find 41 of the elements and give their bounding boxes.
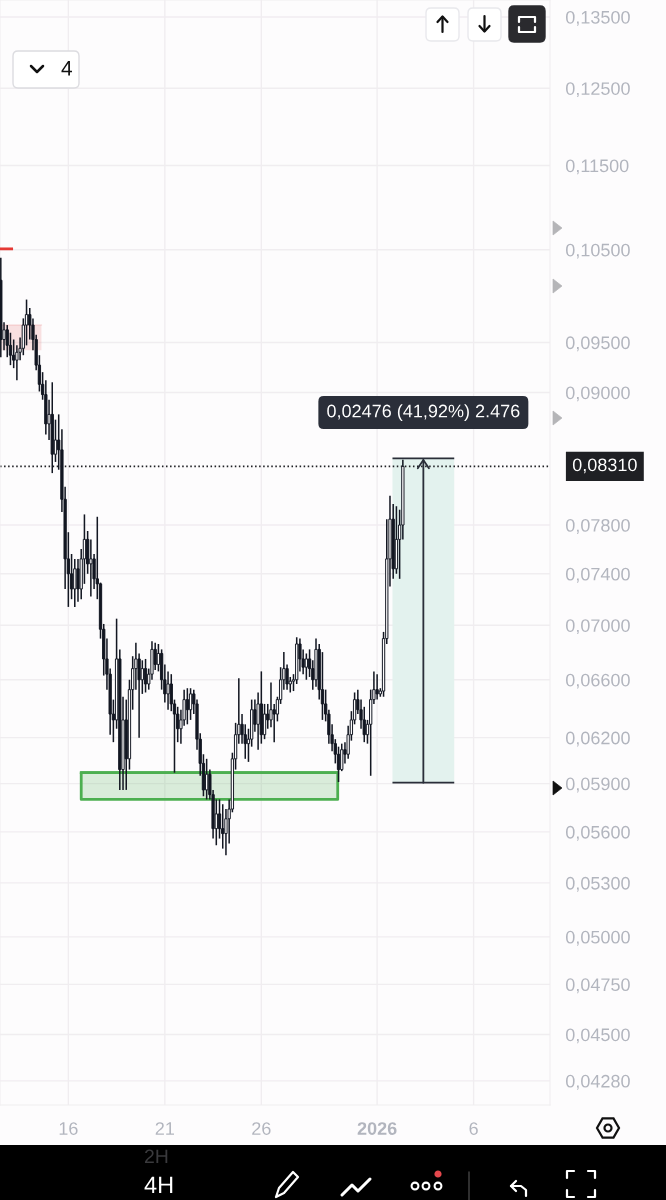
x-tick-label: 6 [469, 1122, 478, 1135]
y-tick-label: 0,05000 [565, 930, 630, 946]
candlestick [143, 658, 148, 694]
y-tick-label: 0,10500 [565, 243, 630, 259]
y-tick-label: 0,04750 [565, 978, 630, 994]
text: 2H [144, 1149, 168, 1164]
y-tick-label: 0,04500 [565, 1028, 630, 1044]
y-tick-label: 0,05900 [565, 777, 630, 793]
candlestick [256, 691, 260, 751]
candlestick [205, 758, 209, 801]
ref-line-label: 0,08310 [572, 458, 637, 474]
y-tick-label: 0,11500 [565, 159, 629, 175]
y-tick-label: 0,07800 [565, 518, 630, 534]
y-tick-label: 0,12500 [565, 82, 630, 98]
candlestick [221, 803, 225, 850]
candlestick [214, 798, 218, 847]
y-tick-label: 0,09000 [565, 386, 630, 402]
candlestick [185, 687, 189, 726]
x-tick-label: 26 [252, 1122, 271, 1135]
y-tick-label: 0,05300 [565, 876, 630, 892]
y-tick-label: 0,13500 [565, 10, 630, 26]
candlestick [262, 703, 267, 740]
annotation: 4 [61, 61, 72, 76]
text: 4H [144, 1176, 173, 1194]
y-tick-label: 0,04280 [565, 1074, 630, 1090]
y-tick-label: 0,07000 [565, 619, 630, 635]
candlestick [188, 687, 193, 721]
candlestick [304, 652, 309, 681]
y-tick-label: 0,07400 [565, 567, 630, 583]
x-tick-label: 2026 [357, 1122, 397, 1135]
candlestick [375, 673, 379, 701]
y-tick-label: 0,09500 [565, 336, 630, 352]
candlestick [73, 558, 77, 608]
y-tick-label: 0,06200 [565, 731, 630, 747]
x-tick-label: 16 [59, 1122, 78, 1135]
data-label: 0,02476 (41,92%) 2.476 [327, 404, 520, 421]
candlestick [140, 659, 144, 695]
candlestick [89, 538, 93, 598]
y-tick-label: 0,06600 [565, 673, 630, 689]
x-tick-label: 21 [155, 1122, 174, 1135]
y-tick-label: 0,05600 [565, 825, 630, 841]
